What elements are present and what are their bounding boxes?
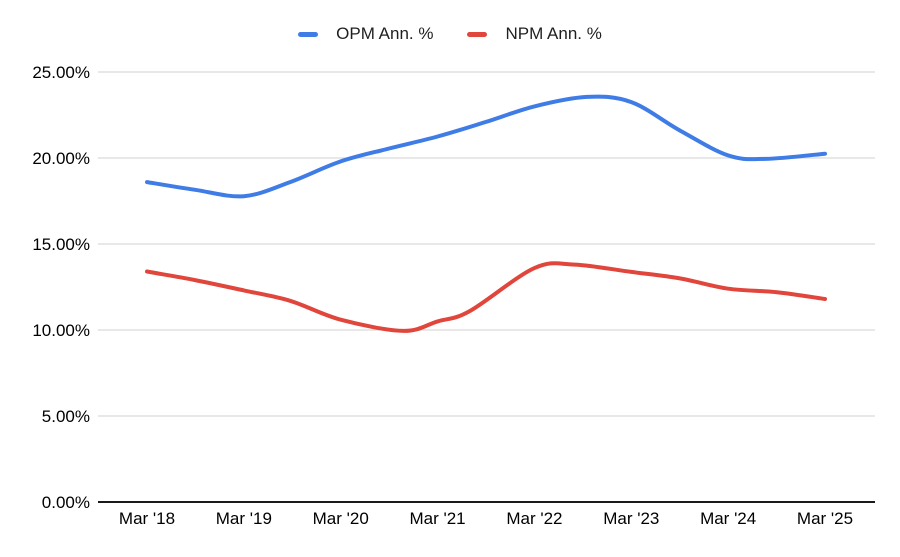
x-tick-label: Mar '19 <box>216 509 272 528</box>
y-tick-label: 0.00% <box>42 493 90 512</box>
npm-series-dash-icon <box>467 31 488 37</box>
series-line-opm <box>145 94 827 199</box>
y-tick-label: 15.00% <box>32 235 90 254</box>
x-tick-label: Mar '20 <box>313 509 369 528</box>
x-tick-label: Mar '22 <box>506 509 562 528</box>
x-tick-label: Mar '21 <box>409 509 465 528</box>
x-tick-label: Mar '23 <box>603 509 659 528</box>
x-tick-label: Mar '18 <box>119 509 175 528</box>
y-tick-label: 5.00% <box>42 407 90 426</box>
series-line-npm <box>145 261 827 333</box>
opm-legend-label: OPM Ann. % <box>336 24 434 43</box>
y-tick-label: 20.00% <box>32 149 90 168</box>
legend-item-npm: NPM Ann. % <box>467 24 602 44</box>
npm-legend-label: NPM Ann. % <box>505 24 602 43</box>
opm-series-dash-icon <box>298 31 319 37</box>
y-tick-label: 25.00% <box>32 63 90 82</box>
chart-legend: OPM Ann. % NPM Ann. % <box>0 24 900 44</box>
y-tick-label: 10.00% <box>32 321 90 340</box>
x-tick-label: Mar '25 <box>797 509 853 528</box>
x-tick-label: Mar '24 <box>700 509 756 528</box>
legend-item-opm: OPM Ann. % <box>298 24 433 44</box>
